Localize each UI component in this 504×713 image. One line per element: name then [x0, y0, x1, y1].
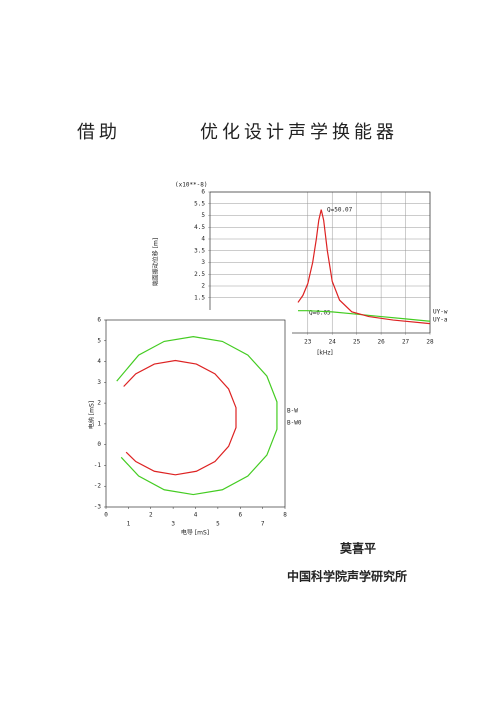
x-tick-label: 2 [149, 512, 153, 519]
x-tick-label: 24 [329, 339, 337, 346]
y-tick-label: 3 [201, 259, 205, 266]
legend-label: B-W [287, 408, 298, 415]
y-tick-label: 5 [97, 337, 101, 344]
legend-label: UY-a [433, 317, 448, 324]
series-line [298, 310, 431, 322]
y-tick-label: 1.5 [194, 294, 205, 301]
y-tick-label: 6 [201, 189, 205, 196]
title-left: 借助 [77, 122, 121, 143]
x-tick-label: 7 [261, 521, 265, 528]
affiliation: 中国科学院声学研究所 [287, 569, 407, 584]
x-tick-label: 25 [353, 339, 361, 346]
annotation: Q=50.07 [327, 207, 353, 214]
y-tick-label: 4.5 [194, 224, 205, 231]
y-tick-label: 1 [97, 420, 101, 427]
y-tick-label: -1 [94, 462, 102, 469]
annotation: Q=6.05 [309, 310, 331, 317]
x-axis-label: 电导 [mS] [181, 529, 209, 537]
x-tick-label: 28 [426, 339, 434, 346]
y-tick-label: 2 [201, 283, 205, 290]
x-tick-label: 6 [238, 512, 242, 519]
series-line [116, 336, 278, 496]
series-line [123, 359, 237, 476]
legend-label: UY-w [433, 309, 448, 316]
author: 莫喜平 [340, 541, 376, 556]
x-tick-label: 1 [127, 521, 131, 528]
y-axis-label: 电纳 [mS] [88, 401, 96, 429]
y-tick-label: 4 [201, 236, 205, 243]
chart-background [70, 310, 292, 542]
x-tick-label: 3 [171, 521, 175, 528]
y-tick-label: 2 [97, 400, 101, 407]
y-tick-label: 5 [201, 212, 205, 219]
x-tick-label: 26 [377, 339, 385, 346]
y-tick-label: 3 [97, 379, 101, 386]
y-tick-label: -2 [94, 483, 102, 490]
y-tick-label: 0 [97, 441, 101, 448]
y-unit-label: (x10**-8) [175, 182, 208, 189]
x-tick-label: 4 [194, 512, 198, 519]
x-tick-label: 0 [104, 512, 108, 519]
series-line [297, 209, 431, 325]
y-tick-label: 6 [97, 317, 101, 324]
y-tick-label: 5.5 [194, 200, 205, 207]
plot-frame [209, 191, 431, 334]
x-tick-label: 8 [283, 512, 287, 519]
x-tick-label: 27 [402, 339, 410, 346]
y-tick-label: 3.5 [194, 247, 205, 254]
title-right: 优化设计声学换能器 [200, 122, 398, 143]
x-axis-label: [kHz] [317, 350, 333, 357]
y-tick-label: 2.5 [194, 271, 205, 278]
plot-frame [105, 319, 286, 508]
y-tick-label: 4 [97, 358, 101, 365]
y-tick-label: -3 [94, 504, 102, 511]
y-axis-label: 端面振动位移 [m] [152, 238, 160, 286]
legend-label: B-W0 [287, 420, 302, 427]
x-tick-label: 5 [216, 521, 220, 528]
x-tick-label: 23 [304, 339, 312, 346]
